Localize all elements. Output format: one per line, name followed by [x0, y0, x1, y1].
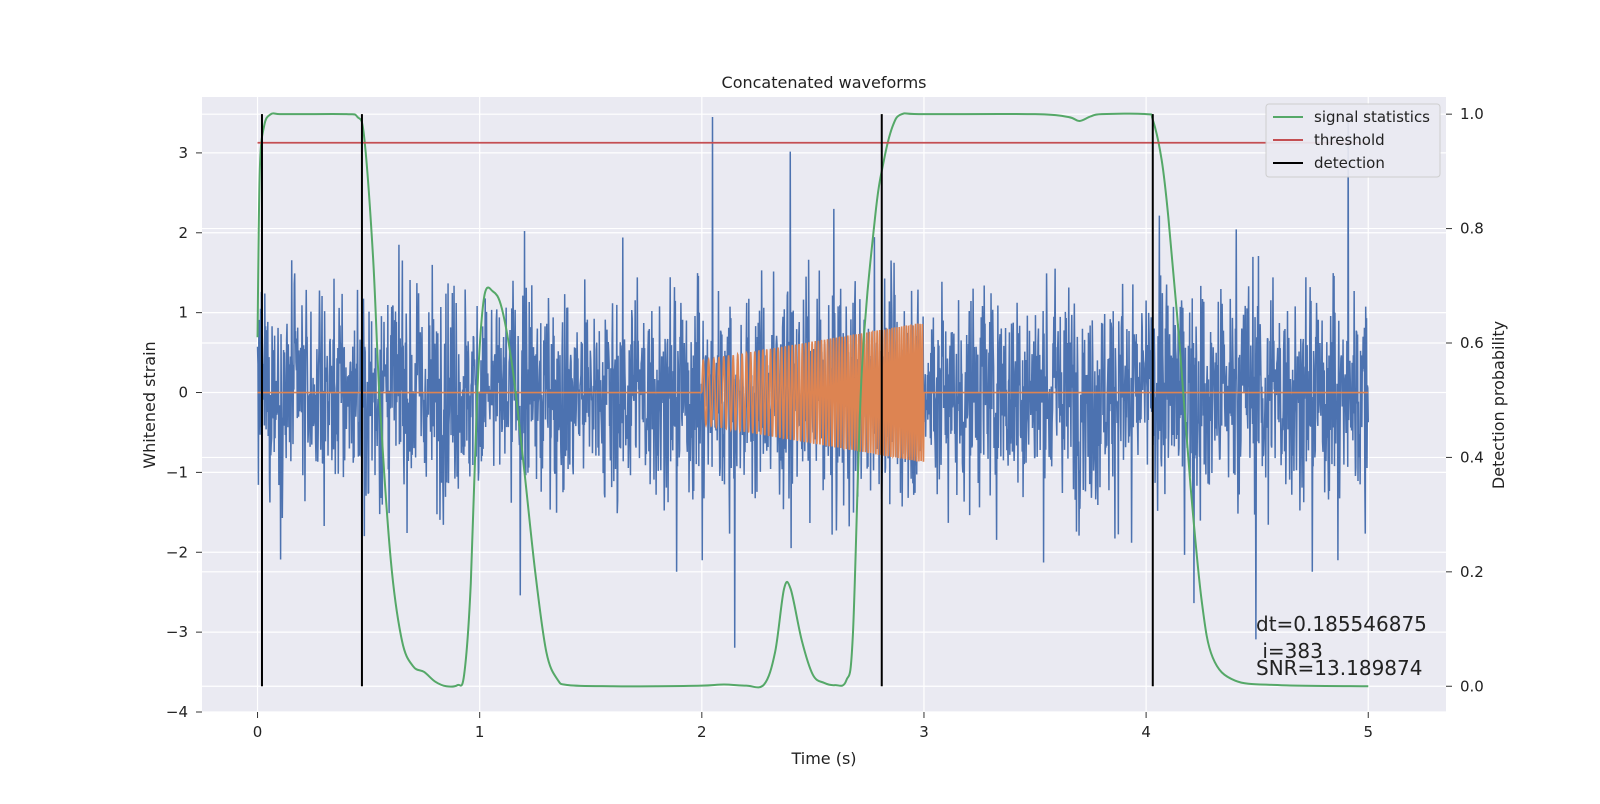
legend-label-signal-statistics: signal statistics	[1314, 108, 1430, 126]
x-axis-label: Time (s)	[790, 749, 856, 768]
y-tick-label-left: 3	[178, 144, 188, 162]
y-tick-label-right: 1.0	[1460, 105, 1484, 123]
annotation-snr: SNR=13.189874	[1256, 656, 1422, 680]
legend: signal statistics threshold detection	[1265, 103, 1441, 178]
y-tick-label-right: 0.8	[1460, 220, 1484, 238]
x-tick-label: 1	[475, 723, 485, 741]
y-tick-label-left: 1	[178, 304, 188, 322]
series-detection	[260, 114, 1154, 687]
series-injected-chirp	[257, 323, 1369, 462]
y-tick-label-right: 0.4	[1460, 448, 1484, 466]
axes: 0 1 2 3 4 5 −4 −3 −2 −1 0 1 2 3 0.0 0.2 0.4 0.6 0.8 1.0	[166, 105, 1484, 741]
legend-box	[1265, 103, 1441, 178]
series-signal-statistics	[256, 112, 1369, 689]
y-tick-label-left: −1	[166, 463, 188, 481]
annotation-block: dt=0.185546875 i=383 SNR=13.189874	[1256, 612, 1427, 680]
legend-label-threshold: threshold	[1314, 131, 1385, 149]
y-axis-label-right: Detection probability	[1489, 321, 1508, 489]
signal-statistics-line	[256, 112, 1369, 689]
annotation-dt: dt=0.185546875	[1256, 612, 1427, 636]
y-tick-label-right: 0.0	[1460, 677, 1484, 695]
y-tick-label-left: −3	[166, 623, 188, 641]
y-tick-label-left: −2	[166, 543, 188, 561]
chart-title: Concatenated waveforms	[722, 73, 927, 92]
annotation-i: i=383	[1256, 639, 1323, 663]
y-tick-label-left: 0	[178, 384, 188, 402]
x-tick-label: 5	[1363, 723, 1373, 741]
x-tick-label: 2	[697, 723, 707, 741]
y-tick-label-right: 0.2	[1460, 563, 1484, 581]
x-tick-label: 0	[253, 723, 263, 741]
y-tick-label-right: 0.6	[1460, 334, 1484, 352]
legend-label-detection: detection	[1314, 154, 1385, 172]
y-tick-label-left: −4	[166, 703, 188, 721]
chirp-line	[257, 323, 1369, 462]
x-tick-label: 3	[919, 723, 929, 741]
y-axis-label-left: Whitened strain	[140, 341, 159, 468]
y-tick-label-left: 2	[178, 224, 188, 242]
x-tick-label: 4	[1141, 723, 1151, 741]
